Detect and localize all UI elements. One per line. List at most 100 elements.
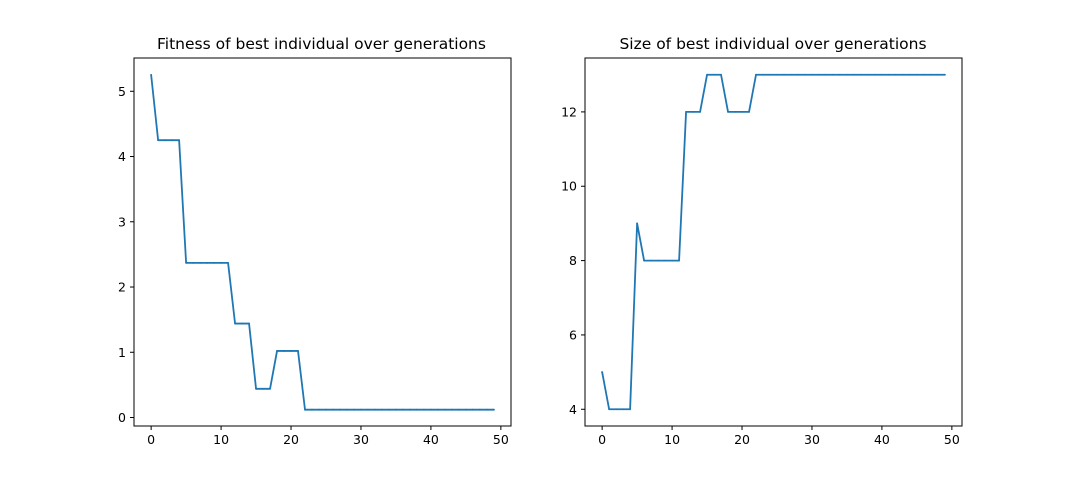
- fitness-data-point: [297, 350, 299, 352]
- fitness-data-point: [374, 408, 376, 411]
- fitness-y-tick-label: 3: [118, 214, 126, 229]
- fitness-data-point: [304, 408, 306, 411]
- size-x-tick-label: 20: [734, 432, 750, 447]
- size-data-point: [671, 259, 673, 262]
- fitness-y-tick-label: 5: [118, 84, 126, 99]
- size-data-point: [825, 73, 827, 76]
- fitness-data-point: [430, 408, 432, 411]
- fitness-x-tick-label: 50: [493, 432, 509, 447]
- size-data-point: [657, 259, 659, 262]
- size-data-point: [727, 111, 729, 113]
- fitness-x-tick-label: 40: [423, 432, 439, 447]
- fitness-data-point: [360, 408, 362, 411]
- fitness-data-point: [171, 139, 174, 142]
- fitness-data-point: [178, 139, 181, 142]
- size-data-point: [811, 73, 813, 76]
- fitness-x-tick-label: 10: [213, 432, 229, 447]
- fitness-x-tick-label: 30: [353, 432, 369, 447]
- fitness-data-point: [471, 408, 474, 411]
- fitness-data-point: [457, 408, 460, 411]
- size-data-point: [915, 73, 918, 76]
- fitness-data-point: [220, 261, 222, 264]
- size-data-point: [790, 73, 792, 76]
- fitness-x-tick-label: 20: [283, 432, 299, 447]
- fitness-data-point: [262, 387, 264, 390]
- fitness-x-tick-label: 0: [147, 432, 155, 447]
- fitness-data-point: [464, 408, 467, 411]
- fitness-data-point: [213, 261, 215, 264]
- fitness-data-point: [206, 261, 208, 264]
- fitness-chart-ticks: 0 10 20 30 40 50 0 1 2 3 4 5: [118, 84, 509, 447]
- size-data-point: [922, 73, 925, 76]
- fitness-data-point: [157, 139, 160, 142]
- size-data-point: [720, 73, 722, 76]
- size-data-point: [629, 408, 632, 411]
- fitness-data-point: [248, 322, 250, 325]
- fitness-data-point: [388, 408, 390, 411]
- size-chart-title: Size of best individual over generations: [619, 35, 926, 53]
- size-data-point: [734, 111, 736, 113]
- fitness-data-point: [269, 387, 271, 390]
- fitness-chart-title: Fitness of best individual over generati…: [157, 35, 486, 53]
- size-series-line: [601, 73, 946, 411]
- size-x-tick-label: 30: [804, 432, 820, 447]
- fitness-data-point: [227, 261, 229, 264]
- fitness-data-point: [437, 408, 439, 411]
- fitness-data-point: [192, 261, 195, 264]
- fitness-data-point: [234, 322, 236, 325]
- fitness-data-point: [185, 261, 188, 264]
- size-data-point: [867, 73, 869, 76]
- size-data-point: [783, 73, 785, 76]
- fitness-chart: Fitness of best individual over generati…: [118, 35, 512, 447]
- size-data-point: [881, 73, 883, 76]
- size-data-point: [650, 259, 652, 262]
- fitness-y-tick-label: 4: [118, 149, 126, 164]
- fitness-data-point: [423, 408, 425, 411]
- size-data-point: [601, 371, 604, 373]
- fitness-data-point: [276, 350, 278, 352]
- size-data-point: [748, 111, 750, 113]
- size-chart: Size of best individual over generations…: [561, 35, 963, 447]
- size-data-point: [874, 73, 876, 76]
- fitness-y-tick-label: 2: [118, 280, 126, 295]
- size-data-point: [615, 408, 618, 411]
- fitness-data-point: [290, 350, 292, 352]
- size-data-point: [846, 73, 848, 76]
- fitness-y-tick-label: 1: [118, 345, 126, 360]
- size-data-point: [839, 73, 841, 76]
- size-data-point: [832, 73, 834, 76]
- size-data-point: [888, 73, 890, 76]
- size-chart-ticks: 0 10 20 30 40 50 4 6 8 10 12: [561, 104, 960, 447]
- fitness-data-point: [346, 408, 348, 411]
- size-data-point: [741, 111, 743, 113]
- size-y-tick-label: 10: [561, 179, 577, 194]
- fitness-data-point: [325, 408, 327, 411]
- fitness-data-point: [318, 408, 320, 411]
- fitness-series-line: [150, 74, 495, 411]
- size-data-point: [895, 73, 897, 76]
- size-y-tick-label: 6: [569, 327, 577, 342]
- size-data-point: [943, 73, 946, 76]
- size-data-point: [678, 259, 680, 262]
- size-data-point: [692, 111, 694, 113]
- size-y-tick-label: 4: [569, 402, 577, 417]
- fitness-data-point: [478, 408, 481, 411]
- size-x-tick-label: 40: [874, 432, 890, 447]
- fitness-data-point: [492, 408, 495, 411]
- fitness-data-point: [409, 408, 411, 411]
- fitness-series-points: [150, 74, 495, 411]
- size-data-point: [664, 259, 666, 262]
- size-data-point: [818, 73, 820, 76]
- fitness-data-point: [241, 322, 243, 325]
- size-data-point: [699, 111, 701, 113]
- fitness-data-point: [199, 261, 202, 264]
- size-data-point: [622, 408, 625, 411]
- size-data-point: [713, 73, 715, 76]
- size-data-point: [755, 73, 757, 76]
- fitness-data-point: [381, 408, 383, 411]
- size-y-tick-label: 12: [561, 104, 577, 119]
- size-x-tick-label: 10: [664, 432, 680, 447]
- fitness-data-point: [444, 408, 446, 411]
- size-x-tick-label: 0: [598, 432, 606, 447]
